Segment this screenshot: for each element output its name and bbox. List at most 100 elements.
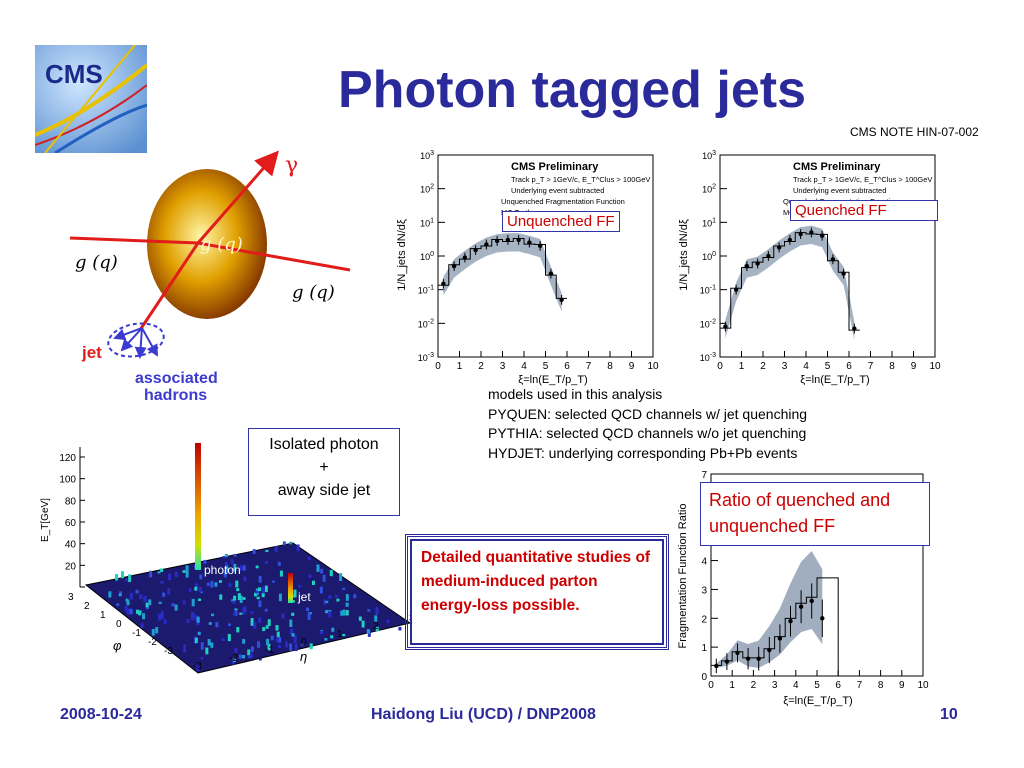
- data-point: [494, 238, 500, 244]
- data-point: [744, 263, 750, 269]
- lego-cell: [291, 612, 295, 616]
- x-tick-label: 5: [825, 361, 831, 372]
- lego-cell: [158, 614, 162, 621]
- lego-cell: [334, 594, 338, 598]
- lego-cell: [196, 665, 200, 671]
- lego-cell: [262, 627, 266, 632]
- lego-cell: [238, 654, 242, 659]
- lego-cell: [200, 642, 204, 650]
- y-tick-label: 10-2: [700, 318, 716, 329]
- x-tick-label: 6: [564, 361, 570, 372]
- x-tick-label: 9: [911, 361, 917, 372]
- lego-cell: [194, 615, 198, 621]
- lego-cell: [375, 626, 379, 632]
- lego-cell: [225, 566, 229, 573]
- legend-entry: Underlying event subtracted: [511, 186, 604, 195]
- lego-cell: [221, 638, 225, 642]
- lego-cell: [191, 598, 195, 607]
- data-point: [819, 233, 825, 238]
- lego-cell: [160, 568, 164, 572]
- legend-entry: Unquenched Fragmentation Function: [501, 197, 625, 206]
- y-tick-label: 7: [701, 470, 707, 481]
- x-tick-label: 7: [857, 680, 863, 691]
- lego-cell: [270, 635, 274, 641]
- lego-cell: [124, 605, 128, 612]
- lego-cell: [125, 598, 129, 602]
- lego-cell: [323, 599, 327, 605]
- lego-cell: [258, 617, 262, 623]
- lego-cell: [267, 619, 271, 626]
- lego-cell: [277, 561, 281, 566]
- lego-cell: [367, 609, 371, 612]
- phi-tick-label: -2: [148, 637, 157, 648]
- x-tick-label: 8: [607, 361, 613, 372]
- lego-cell: [234, 608, 238, 611]
- lego-cell: [140, 623, 144, 628]
- lego-cell: [211, 613, 215, 617]
- data-point: [505, 237, 511, 243]
- lego-cell: [126, 600, 130, 606]
- y-tick-label: 100: [420, 251, 434, 262]
- y-tick-label: 103: [420, 150, 434, 161]
- jet-label: jet: [297, 590, 311, 604]
- lego-cell: [242, 565, 246, 571]
- lego-cell: [331, 627, 335, 632]
- data-point: [820, 616, 825, 621]
- lego-cell: [148, 599, 152, 606]
- lego-cell: [198, 598, 202, 602]
- x-tick-label: 1: [457, 361, 463, 372]
- footer-page-number: 10: [940, 706, 958, 723]
- x-axis-label: ξ=ln(E_T/p_T): [518, 374, 587, 386]
- data-point: [733, 287, 739, 292]
- x-tick-label: 2: [760, 361, 766, 372]
- lego-cell: [145, 602, 149, 608]
- lego-cell: [231, 659, 235, 665]
- lego-cell: [252, 549, 256, 554]
- lego-cell: [108, 591, 112, 598]
- data-point: [777, 636, 783, 641]
- lego-cell: [199, 574, 203, 580]
- lego-cell: [258, 575, 262, 583]
- lego-cell: [235, 580, 239, 588]
- lego-cell: [316, 564, 320, 572]
- cms-logo: CMS: [34, 44, 149, 155]
- lego-cell: [210, 642, 214, 648]
- lego-cell: [278, 644, 282, 648]
- lego-cell: [228, 623, 232, 626]
- logo-text: CMS: [45, 59, 103, 89]
- footer-author: Haidong Liu (UCD) / DNP2008: [371, 706, 596, 723]
- lego-cell: [167, 588, 171, 595]
- lego-cell: [261, 586, 265, 594]
- uncertainty-band: [443, 233, 562, 312]
- lego-cell: [339, 573, 343, 581]
- lego-cell: [236, 627, 240, 633]
- lego-cell: [294, 643, 298, 652]
- models-list: models used in this analysis PYQUEN: sel…: [488, 385, 807, 463]
- lego-cell: [278, 637, 282, 643]
- lego-cell: [258, 587, 262, 592]
- x-tick-label: 7: [868, 361, 874, 372]
- data-point: [473, 247, 478, 253]
- lego-cell: [250, 618, 254, 626]
- footer-date: 2008-10-24: [60, 706, 142, 723]
- data-point: [745, 656, 751, 661]
- y-axis-label: 1/N_jets dN/dξ: [678, 219, 690, 291]
- phi-tick-label: 0: [116, 619, 122, 630]
- eta-tick-label: 1: [337, 629, 343, 640]
- lego-cell: [158, 601, 162, 604]
- ff-plot-unquenched: 10-3 10-2 10-1 100 101 102 103 0 1 2 3 4 5 6 7 8 9 10 CMS …: [393, 140, 663, 390]
- lego-cell: [185, 572, 189, 578]
- data-point: [755, 261, 760, 266]
- lego-cell: [149, 570, 153, 578]
- plot-header: CMS Preliminary: [511, 161, 599, 173]
- lego-cell: [115, 574, 119, 581]
- lego-cell: [275, 625, 279, 631]
- lego-cell: [224, 561, 228, 567]
- x-tick-label: 3: [772, 680, 778, 691]
- lego-cell: [257, 641, 261, 648]
- lego-cell: [129, 592, 133, 600]
- lego-cell: [239, 612, 243, 615]
- data-point: [756, 656, 761, 661]
- lego-cell: [282, 541, 286, 546]
- lego-cell: [236, 588, 240, 592]
